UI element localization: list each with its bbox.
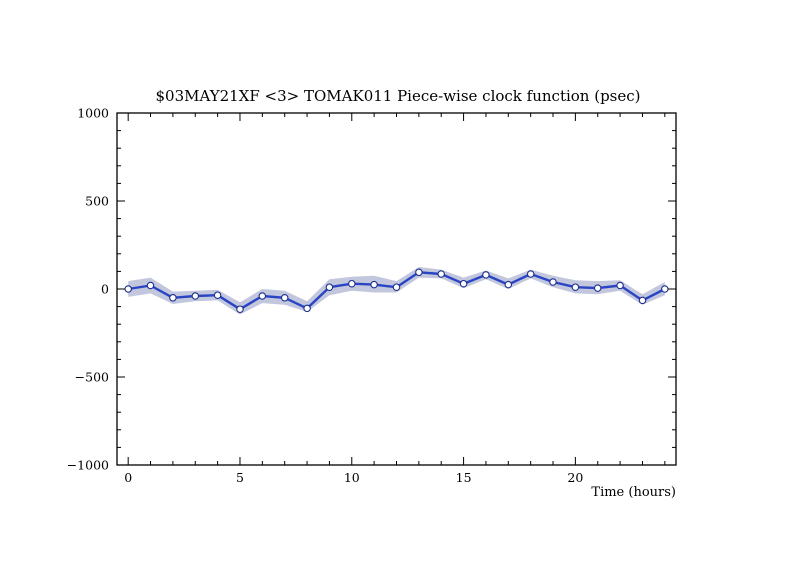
data-point <box>348 279 356 288</box>
data-point <box>258 292 267 300</box>
data-point <box>459 279 468 288</box>
y-tick-labels: 1000 500 0 −500 −1000 <box>67 106 109 473</box>
x-tick-label: 10 <box>344 470 360 485</box>
data-point <box>370 280 378 289</box>
data-point <box>616 281 624 290</box>
chart-title: $03MAY21XF <3> TOMAK011 Piece-wise clock… <box>155 87 640 105</box>
data-point <box>571 283 580 291</box>
data-point <box>661 285 669 293</box>
y-tick-label: 500 <box>85 194 109 209</box>
data-point <box>437 270 445 278</box>
x-tick-label: 0 <box>124 470 132 485</box>
y-tick-label: 1000 <box>77 106 109 121</box>
data-point <box>236 305 244 313</box>
data-point <box>213 291 222 299</box>
data-point <box>504 280 513 289</box>
x-axis-label: Time (hours) <box>591 485 676 500</box>
y-tick-label: 0 <box>101 282 109 297</box>
data-point <box>325 283 334 291</box>
data-point <box>482 271 490 279</box>
data-point <box>526 270 535 278</box>
x-tick-label: 20 <box>567 470 583 485</box>
data-point <box>415 268 423 277</box>
data-point <box>191 292 200 300</box>
data-point <box>638 296 647 305</box>
y-tick-label: −500 <box>75 370 109 385</box>
data-point <box>392 283 401 291</box>
data-point <box>303 304 311 313</box>
axis-ticks-group <box>117 112 676 466</box>
x-tick-labels: 0 5 10 15 20 <box>124 470 583 485</box>
x-tick-label: 5 <box>236 470 244 485</box>
data-point <box>280 294 289 302</box>
data-point <box>549 278 557 286</box>
y-tick-label: −1000 <box>67 458 109 473</box>
data-points-group <box>124 268 669 313</box>
data-point <box>169 294 177 302</box>
data-point <box>124 285 132 293</box>
data-point <box>146 281 155 290</box>
data-point <box>593 284 602 292</box>
x-tick-label: 15 <box>456 470 472 485</box>
